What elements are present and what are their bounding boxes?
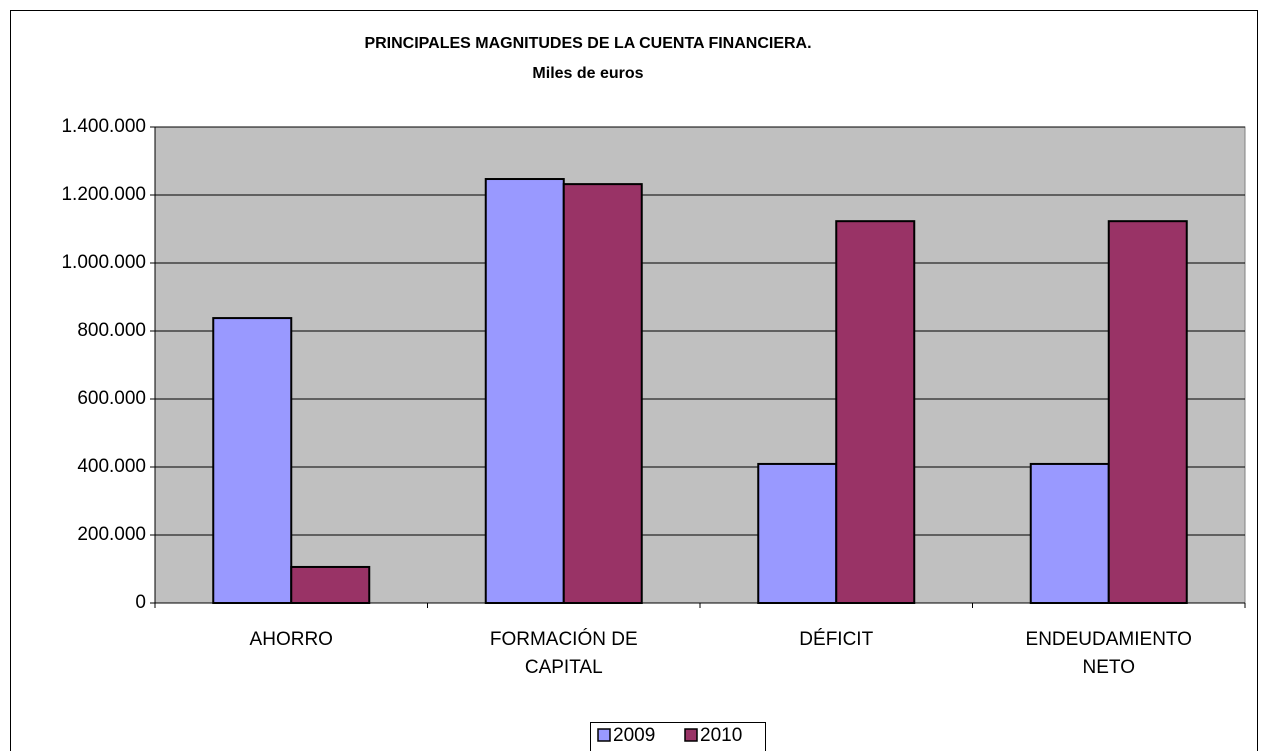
y-tick-label: 600.000 [77,388,146,409]
x-tick-label-line: NETO [1083,657,1135,678]
legend-box [590,722,766,751]
x-tick-label: AHORRO [250,629,333,650]
y-tick-label: 400.000 [77,456,146,477]
x-tick-label: FORMACIÓN DE CAPITAL [490,628,638,678]
chart-title: PRINCIPALES MAGNITUDES DE LA CUENTA FINA… [364,35,811,52]
legend-swatch [597,728,611,742]
x-tick-label: ENDEUDAMIENTO NETO [1026,629,1192,678]
y-tick-label: 800.000 [77,320,146,341]
x-tick-label-line: FORMACIÓN DE [490,628,638,650]
x-tick-label-line: ENDEUDAMIENTO [1026,629,1192,650]
bar [562,183,643,604]
bar [212,317,293,604]
bar [484,178,565,605]
bar [835,220,916,604]
bar [290,565,371,605]
chart-subtitle: Miles de euros [532,65,643,82]
y-tick-label: 1.400.000 [61,116,146,137]
y-tick-label: 200.000 [77,524,146,545]
x-tick-label-line: CAPITAL [525,657,603,678]
bar [1029,462,1110,604]
y-tick-label: 1.200.000 [61,184,146,205]
bar [1107,220,1188,604]
y-tick-label: 0 [135,592,146,613]
y-tick-label: 1.000.000 [61,252,146,273]
bar [757,462,838,604]
x-tick-label: DÉFICIT [799,629,873,650]
legend-swatch [684,728,698,742]
legend-label: 2009 [613,725,655,746]
legend-label: 2010 [700,725,742,746]
